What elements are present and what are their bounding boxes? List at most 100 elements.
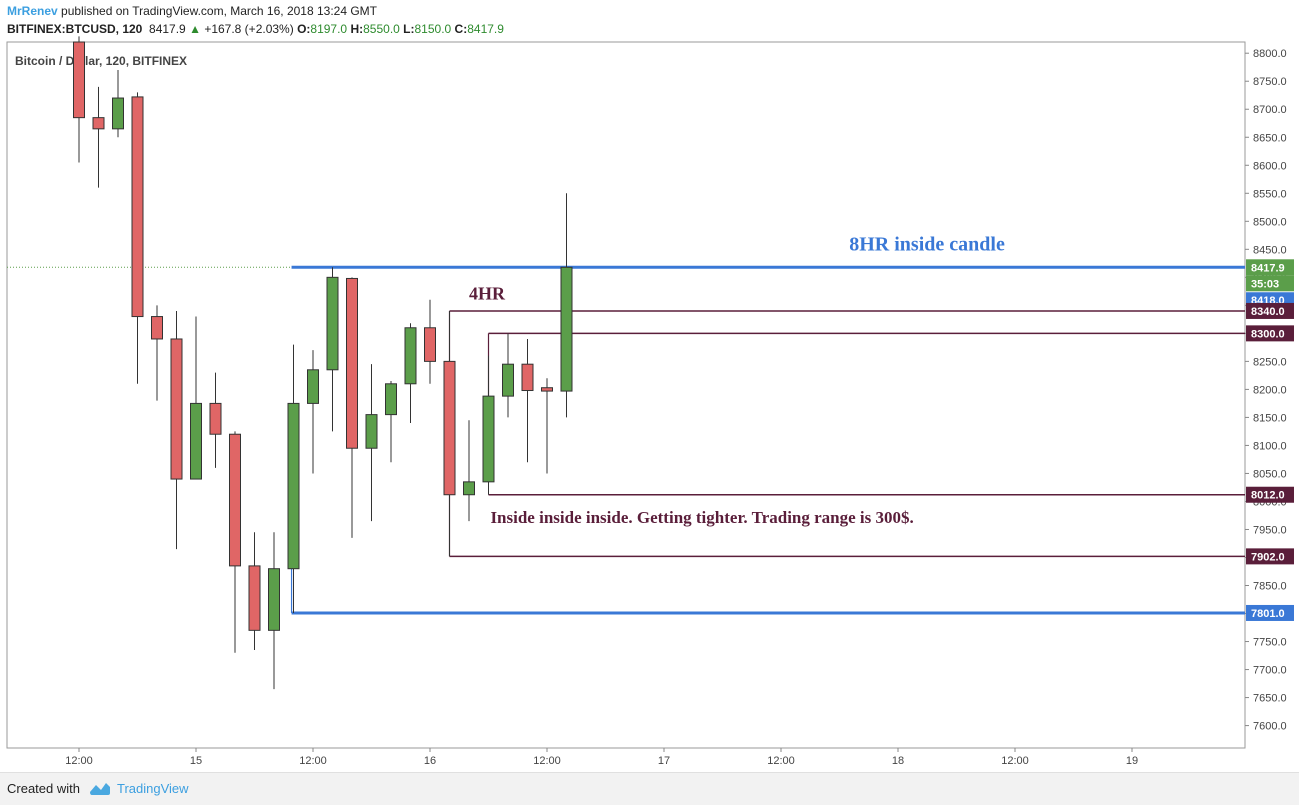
price-tag-label: 35:03 (1251, 278, 1279, 290)
price-tag-bg (1246, 302, 1294, 319)
candle-body (307, 369, 319, 404)
x-tick-label: 19 (1126, 755, 1138, 767)
price-tag-label: 7902.0 (1251, 551, 1285, 563)
candle-body (229, 433, 241, 567)
price-tag: 8340.0 (1246, 302, 1294, 319)
price-tag-label: 8417.9 (1251, 262, 1285, 274)
y-tick-label: 8150.0 (1253, 412, 1287, 424)
low-label: L: (403, 22, 415, 36)
open-value: 8197.0 (310, 22, 348, 36)
x-tick-label: 18 (892, 755, 904, 767)
candle (307, 350, 319, 474)
candle (482, 355, 495, 495)
candle (541, 378, 553, 474)
y-tick-label: 8600.0 (1253, 160, 1287, 172)
y-tick-label: 8100.0 (1253, 440, 1287, 452)
x-tick-label: 16 (424, 755, 436, 767)
price-tag-bg (1246, 275, 1294, 292)
chart-title: Bitcoin / Dollar, 120, BITFINEX (15, 54, 187, 68)
x-tick-label: 12:00 (1001, 755, 1029, 767)
candle-body (346, 277, 358, 449)
x-tick-label: 15 (190, 755, 202, 767)
candle (385, 380, 397, 463)
y-tick-label: 8250.0 (1253, 356, 1287, 368)
candle (112, 70, 124, 138)
candle (73, 36, 85, 163)
candle (346, 277, 358, 538)
y-tick-label: 8700.0 (1253, 104, 1287, 116)
candle (326, 267, 339, 432)
candle-body (112, 97, 124, 130)
price-tag: 7902.0 (1246, 548, 1294, 565)
close-value: 8417.9 (467, 22, 504, 36)
price-tag-bg (1246, 486, 1294, 503)
annotation-text[interactable]: 4HR (469, 284, 506, 304)
annotation-text[interactable]: 8HR inside candle (849, 233, 1005, 255)
price-tag: 35:03 (1246, 275, 1294, 292)
candle-body (190, 402, 202, 480)
tradingview-link[interactable]: TradingView (117, 781, 189, 796)
last-price: 8417.9 (149, 22, 186, 36)
price-tag: 8012.0 (1246, 486, 1294, 503)
annotation-text[interactable]: Inside inside inside. Getting tighter. T… (490, 508, 913, 527)
candle-body (326, 276, 339, 371)
candle (365, 364, 378, 522)
close-label: C: (454, 22, 468, 36)
candle (424, 299, 436, 384)
candle (463, 420, 475, 522)
x-tick-label: 12:00 (299, 755, 327, 767)
candle-body (151, 316, 163, 340)
price-tag-bg (1246, 548, 1294, 565)
publish-info: MrRenev published on TradingView.com, Ma… (7, 4, 377, 18)
candle-body (443, 360, 456, 496)
up-arrow-icon: ▲ (189, 22, 201, 36)
published-text: published on TradingView.com, March 16, … (61, 4, 377, 18)
y-tick-label: 7850.0 (1253, 581, 1287, 593)
candle (209, 372, 222, 468)
y-tick-label: 8200.0 (1253, 384, 1287, 396)
price-chart[interactable]: Bitcoin / Dollar, 120, BITFINEX 12:00 15 1… (0, 0, 1299, 772)
price-tag-bg (1246, 325, 1294, 342)
x-tick-label: 12:00 (65, 755, 93, 767)
y-tick-label: 7950.0 (1253, 524, 1287, 536)
candle-body (385, 383, 397, 416)
candle-body (521, 363, 534, 392)
price-tag: 8300.0 (1246, 325, 1294, 342)
candle-body (365, 414, 378, 449)
candle-body (131, 96, 144, 318)
author-link[interactable]: MrRenev (7, 4, 58, 18)
price-axis[interactable]: 7600.07650.07700.07750.07800.07850.07900… (1245, 48, 1287, 733)
candle (190, 316, 202, 480)
x-tick-label: 17 (658, 755, 670, 767)
ohlc-legend: BITFINEX:BTCUSD, 120 8417.9 ▲ +167.8 (+2… (7, 22, 504, 36)
candle-body (268, 568, 280, 631)
y-tick-label: 7700.0 (1253, 665, 1287, 677)
candle-body (502, 363, 514, 397)
candle-body (248, 565, 261, 631)
footer-bar: Created with TradingView (0, 772, 1299, 805)
price-tag-bg (1246, 604, 1294, 621)
candle (404, 323, 417, 424)
x-tick-label: 12:00 (533, 755, 561, 767)
price-tags: 8417.935:038418.08340.08300.08012.07902.… (1246, 259, 1294, 621)
candle-body (541, 387, 553, 392)
candle (521, 338, 534, 463)
horizontal-levels[interactable] (290, 265, 1245, 615)
candle-body (560, 266, 573, 392)
candle (443, 310, 456, 557)
x-tick-label: 12:00 (767, 755, 795, 767)
candle (131, 92, 144, 384)
time-axis[interactable]: 12:00 15 12:00 16 12:00 17 12:00 18 12:00 19 (65, 748, 1138, 767)
created-with-text: Created with (7, 781, 80, 796)
y-tick-label: 7650.0 (1253, 693, 1287, 705)
annotations[interactable]: 8HR inside candle 4HR Inside inside inside… (469, 233, 1005, 526)
y-tick-label: 8500.0 (1253, 216, 1287, 228)
open-label: O: (297, 22, 311, 36)
candle-body (92, 117, 105, 130)
price-tag-bg (1246, 259, 1294, 276)
y-tick-label: 7600.0 (1253, 721, 1287, 733)
y-tick-label: 8800.0 (1253, 48, 1287, 60)
price-tag-label: 8340.0 (1251, 306, 1285, 318)
high-value: 8550.0 (363, 22, 400, 36)
y-tick-label: 8550.0 (1253, 188, 1287, 200)
